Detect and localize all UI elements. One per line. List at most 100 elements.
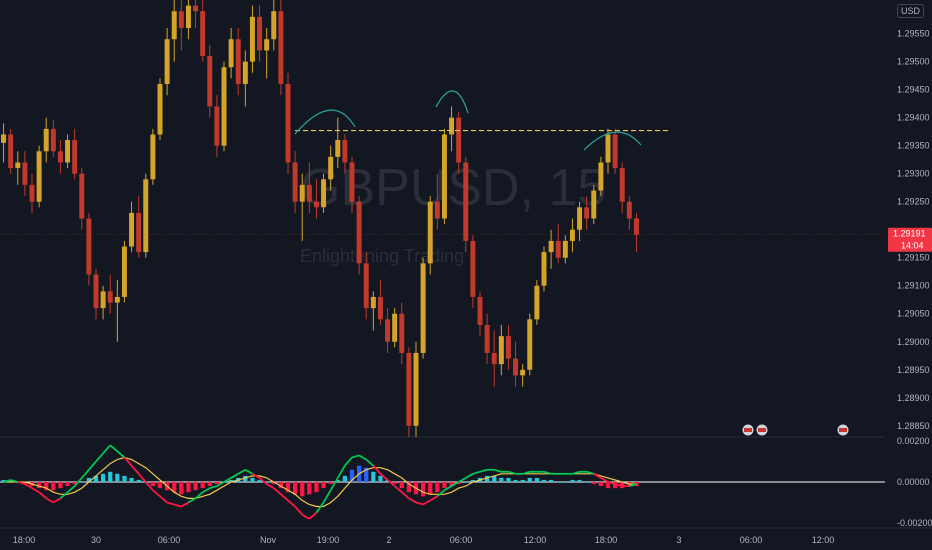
candle-body bbox=[306, 184, 312, 202]
macd-line-segment bbox=[166, 501, 175, 506]
candle-body bbox=[79, 173, 85, 219]
macd-histogram-bar bbox=[328, 482, 333, 485]
time-tick-label: Nov bbox=[260, 535, 277, 545]
macd-histogram-bar bbox=[499, 477, 504, 482]
macd-pane[interactable] bbox=[0, 444, 885, 520]
macd-line-segment bbox=[52, 497, 61, 504]
macd-line-segment bbox=[109, 444, 118, 452]
macd-line-segment bbox=[10, 479, 19, 483]
candle-body bbox=[221, 67, 227, 146]
peak-arc[interactable] bbox=[294, 109, 356, 135]
candle-body bbox=[541, 252, 547, 286]
candle-body bbox=[349, 162, 355, 202]
macd-histogram-bar bbox=[591, 482, 596, 485]
candle-body bbox=[498, 336, 504, 365]
macd-histogram-bar bbox=[243, 475, 248, 482]
macd-histogram-bar bbox=[79, 482, 84, 483]
candle-body bbox=[193, 5, 199, 12]
macd-line-segment bbox=[266, 483, 275, 489]
macd-line-segment bbox=[123, 456, 133, 467]
macd-tick-label: 0.00000 bbox=[897, 477, 930, 487]
macd-line-segment bbox=[408, 497, 417, 504]
macd-line-segment bbox=[479, 468, 488, 473]
macd-histogram-bar bbox=[399, 482, 404, 489]
macd-histogram-bar bbox=[598, 482, 604, 487]
macd-histogram-bar bbox=[470, 479, 476, 482]
candle-body bbox=[463, 162, 469, 241]
macd-line-segment bbox=[465, 473, 474, 479]
candle-body bbox=[505, 336, 511, 359]
macd-line-segment bbox=[88, 460, 97, 471]
macd-histogram-bar bbox=[506, 477, 511, 482]
candle-body bbox=[299, 184, 305, 202]
candle-body bbox=[612, 134, 618, 169]
macd-line-segment bbox=[45, 497, 54, 504]
macd-line-segment bbox=[436, 489, 446, 497]
price-tick-label: 1.29400 bbox=[897, 113, 930, 123]
candle-body bbox=[129, 212, 135, 247]
macd-line-segment bbox=[17, 481, 26, 485]
macd-histogram-bar bbox=[278, 482, 284, 489]
peak-arc[interactable] bbox=[583, 131, 642, 151]
candle-body bbox=[107, 291, 113, 303]
time-axis[interactable]: 18:00 30 06:00 Nov 19:00 2 06:00 12:00 18:00 3 06:… bbox=[0, 527, 932, 545]
candle-body bbox=[200, 11, 206, 57]
candle-body bbox=[136, 212, 142, 253]
price-tick-label: 1.28950 bbox=[897, 365, 930, 375]
macd-histogram-bar bbox=[58, 482, 63, 489]
candle-body bbox=[264, 39, 270, 51]
macd-histogram-bar bbox=[129, 477, 134, 482]
macd-line-segment bbox=[593, 473, 602, 479]
macd-line-segment bbox=[358, 454, 367, 461]
price-tick-label: 1.29500 bbox=[897, 57, 930, 67]
price-pane[interactable] bbox=[0, 0, 885, 438]
macd-line-segment bbox=[472, 470, 481, 475]
macd-line-segment bbox=[280, 493, 289, 502]
candle-body bbox=[520, 369, 526, 376]
macd-line-segment bbox=[322, 489, 332, 503]
candle-body bbox=[157, 84, 163, 135]
macd-histogram-bar bbox=[179, 482, 184, 495]
macd-histogram-bar bbox=[371, 471, 376, 482]
macd-histogram-bar bbox=[321, 482, 326, 489]
candle-body bbox=[143, 179, 149, 253]
macd-histogram-bar bbox=[612, 482, 618, 489]
candle-body bbox=[8, 134, 14, 169]
macd-line-segment bbox=[351, 454, 360, 459]
macd-line-segment bbox=[173, 503, 182, 508]
macd-histogram-bar bbox=[1, 479, 6, 482]
macd-line-segment bbox=[493, 468, 502, 473]
candle-body bbox=[1, 134, 7, 143]
macd-histogram-bar bbox=[442, 482, 447, 489]
macd-histogram-bar bbox=[307, 482, 312, 495]
peak-arc[interactable] bbox=[435, 90, 469, 114]
macd-line-segment bbox=[429, 495, 438, 502]
macd-histogram-bar bbox=[150, 482, 156, 487]
current-price-label: 1.29191 bbox=[893, 229, 926, 239]
time-tick-label: 3 bbox=[676, 535, 681, 545]
candle-body bbox=[484, 324, 490, 353]
candle-body bbox=[413, 352, 419, 426]
macd-line-segment bbox=[315, 501, 325, 514]
macd-line-segment bbox=[137, 473, 147, 483]
macd-line-segment bbox=[102, 444, 111, 454]
candle-body bbox=[242, 61, 248, 85]
drawing-annotations[interactable] bbox=[294, 90, 668, 151]
macd-line-segment bbox=[81, 469, 90, 479]
economic-events[interactable] bbox=[741, 423, 850, 437]
price-tick-label: 1.29300 bbox=[897, 169, 930, 179]
macd-histogram-bar bbox=[577, 479, 582, 482]
macd-histogram-bar bbox=[620, 482, 625, 489]
price-tick-label: 1.29350 bbox=[897, 141, 930, 151]
currency-button[interactable]: USD bbox=[896, 4, 924, 18]
candle-body bbox=[605, 134, 611, 163]
time-tick-label: 12:00 bbox=[812, 535, 835, 545]
candle-body bbox=[121, 246, 127, 297]
macd-line-segment bbox=[38, 491, 47, 500]
price-axis[interactable]: 1.29550 1.29500 1.29450 1.29400 1.29350 1.293… bbox=[885, 0, 932, 550]
candle-body bbox=[527, 319, 533, 370]
macd-line-segment bbox=[294, 505, 303, 516]
time-tick-label: 12:00 bbox=[524, 535, 547, 545]
